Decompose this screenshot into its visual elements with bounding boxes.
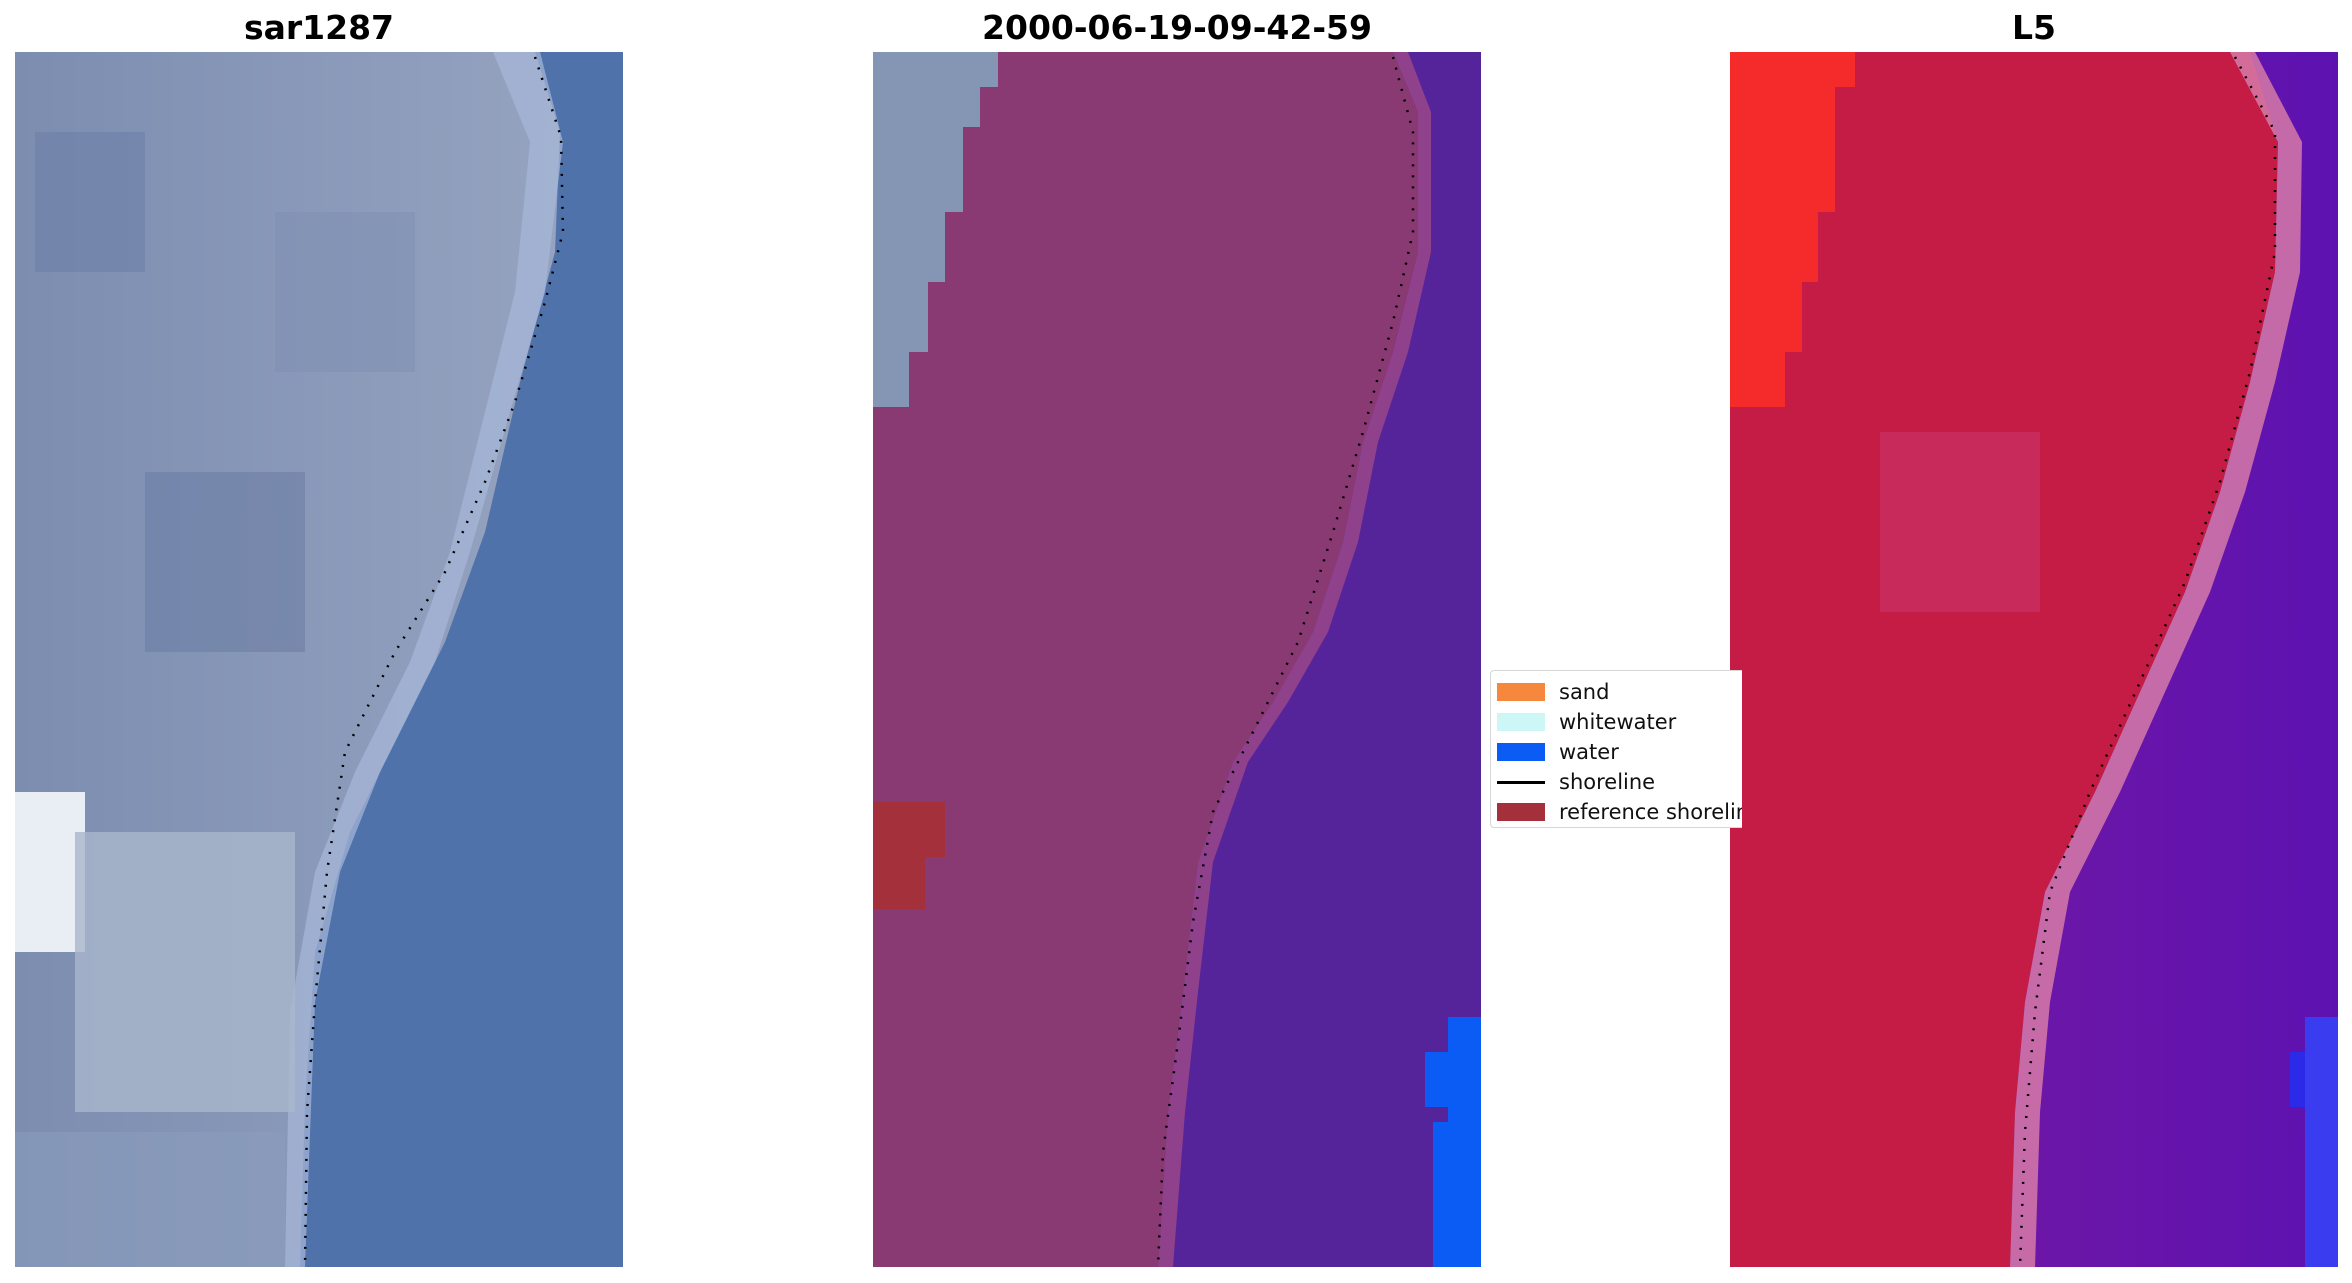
sand-swatch-icon [1497,683,1545,701]
water-swatch-icon [1497,743,1545,761]
legend-label-shoreline: shoreline [1559,770,1656,794]
whitewater-swatch-icon [1497,713,1545,731]
index-image-panel [1730,52,2338,1267]
legend-label-water: water [1559,740,1619,764]
legend-item-reference-shoreline: reference shoreline [1491,797,1742,827]
shoreline-line-icon [1497,780,1545,784]
legend-label-whitewater: whitewater [1559,710,1677,734]
classification-image-panel [873,52,1481,1267]
legend: sand whitewater water shoreline referenc… [1490,670,1742,828]
panel-title-index: L5 [2012,8,2056,47]
classification-image [873,52,1481,1267]
rgb-image [15,52,623,1267]
legend-item-whitewater: whitewater [1491,707,1742,737]
panel-title-rgb: sar1287 [243,8,395,47]
index-image [1730,52,2338,1267]
legend-label-reference-shoreline: reference shoreline [1559,800,1742,824]
reference-shoreline-swatch-icon [1497,803,1545,821]
legend-item-water: water [1491,737,1742,767]
legend-item-shoreline: shoreline [1491,767,1742,797]
rgb-image-panel [15,52,623,1267]
legend-item-sand: sand [1491,677,1742,707]
legend-label-sand: sand [1559,680,1610,704]
panel-title-classification: 2000-06-19-09-42-59 [982,8,1372,47]
